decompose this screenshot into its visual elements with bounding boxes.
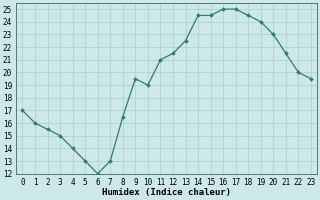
- X-axis label: Humidex (Indice chaleur): Humidex (Indice chaleur): [102, 188, 231, 197]
